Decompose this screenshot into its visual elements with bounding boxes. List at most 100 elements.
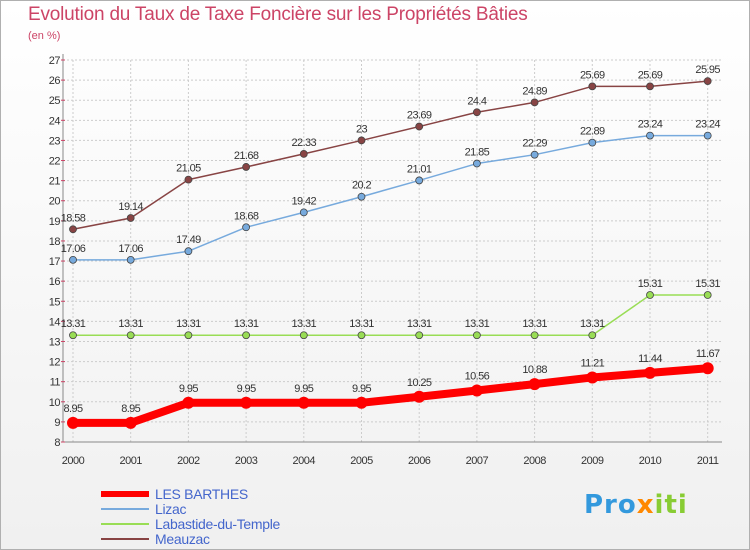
data-point-labastide-du-temple xyxy=(242,331,251,340)
y-tick-label: 13 xyxy=(49,336,61,348)
y-tick-label: 22 xyxy=(49,156,61,168)
y-tick-label: 15 xyxy=(49,296,61,308)
legend-swatch-labastide-du-temple xyxy=(101,522,149,525)
data-point-meauzac xyxy=(126,214,135,222)
proxiti-logo: Proxiti xyxy=(584,490,688,520)
data-label-labastide-du-temple: 13.31 xyxy=(234,318,259,330)
data-label-labastide-du-temple: 13.31 xyxy=(522,318,547,330)
data-point-meauzac xyxy=(242,163,251,171)
legend-item-les-barthes: LES BARTHES xyxy=(101,486,280,502)
data-point-les-barthes xyxy=(528,378,541,391)
data-point-labastide-du-temple xyxy=(415,331,424,340)
data-point-les-barthes xyxy=(67,416,79,429)
data-point-meauzac xyxy=(472,108,481,117)
y-tick-label: 20 xyxy=(49,196,61,208)
x-tick-label: 2009 xyxy=(581,455,604,467)
y-tick-label: 11 xyxy=(50,377,61,389)
y-tick-label: 10 xyxy=(49,397,61,409)
data-point-meauzac xyxy=(415,122,424,131)
y-tick-label: 27 xyxy=(49,55,61,67)
legend-item-labastide-du-temple: Labastide-du-Temple xyxy=(101,515,281,532)
data-label-labastide-du-temple: 13.31 xyxy=(118,318,143,330)
data-point-labastide-du-temple xyxy=(472,331,481,340)
data-label-lizac: 18.68 xyxy=(234,210,259,222)
data-point-labastide-du-temple xyxy=(357,331,366,340)
y-tick-label: 16 xyxy=(49,276,61,288)
data-label-les-barthes: 10.56 xyxy=(465,371,490,383)
data-label-les-barthes: 9.95 xyxy=(237,383,256,395)
data-label-meauzac: 23.69 xyxy=(407,110,432,122)
data-point-les-barthes xyxy=(124,416,137,429)
data-point-les-barthes xyxy=(413,390,426,403)
x-tick-label: 2000 xyxy=(62,455,85,467)
unit-label: (en %) xyxy=(28,30,61,42)
data-point-labastide-du-temple xyxy=(530,331,539,340)
legend-label-lizac: Lizac xyxy=(155,500,187,517)
data-point-lizac xyxy=(646,131,654,140)
x-tick-label: 2001 xyxy=(119,455,142,467)
data-label-meauzac: 25.69 xyxy=(638,69,663,81)
legend-label-labastide-du-temple: Labastide-du-Temple xyxy=(155,515,281,532)
series-line-labastide-du-temple xyxy=(72,294,709,336)
data-point-les-barthes xyxy=(586,371,599,384)
data-point-lizac xyxy=(299,208,308,217)
data-point-lizac xyxy=(472,159,481,168)
data-point-lizac xyxy=(357,192,366,201)
y-tick-label: 21 xyxy=(49,176,61,188)
data-label-meauzac: 19.14 xyxy=(118,201,143,213)
data-point-labastide-du-temple xyxy=(126,331,135,340)
data-label-les-barthes: 10.25 xyxy=(407,377,432,389)
data-label-meauzac: 25.69 xyxy=(580,69,605,81)
x-tick-label: 2004 xyxy=(293,455,316,467)
data-point-meauzac xyxy=(588,82,597,91)
chart-title: Evolution du Taux de Taxe Foncière sur l… xyxy=(28,4,528,25)
data-point-labastide-du-temple xyxy=(588,331,597,340)
data-point-labastide-du-temple xyxy=(703,291,712,299)
legend-item-lizac: Lizac xyxy=(101,500,280,517)
data-point-les-barthes xyxy=(297,396,310,409)
x-tick-label: 2005 xyxy=(350,455,373,467)
data-label-lizac: 17.06 xyxy=(118,243,143,255)
data-label-meauzac: 23 xyxy=(356,123,368,135)
data-label-meauzac: 24.4 xyxy=(467,95,486,107)
y-tick-label: 12 xyxy=(49,357,61,369)
legend-swatch-lizac xyxy=(101,507,149,510)
legend-swatch-les-barthes xyxy=(101,490,149,497)
data-label-les-barthes: 10.88 xyxy=(522,364,547,376)
data-point-labastide-du-temple xyxy=(184,331,193,340)
data-label-lizac: 20.2 xyxy=(352,180,371,192)
x-tick-label: 2011 xyxy=(697,455,719,467)
data-point-meauzac xyxy=(703,77,712,86)
data-point-lizac xyxy=(703,131,712,140)
logo-part-pro: Pro xyxy=(584,490,637,520)
x-tick-label: 2003 xyxy=(235,455,258,467)
legend: LES BARTHES Lizac Labastide-du-Temple Me… xyxy=(101,486,281,547)
data-label-labastide-du-temple: 13.31 xyxy=(292,318,317,330)
data-point-lizac xyxy=(588,138,597,147)
data-label-les-barthes: 8.95 xyxy=(121,403,140,415)
legend-swatch-meauzac xyxy=(101,537,149,540)
data-point-les-barthes xyxy=(182,396,195,409)
data-point-lizac xyxy=(530,150,539,159)
data-point-labastide-du-temple xyxy=(646,291,654,299)
data-point-lizac xyxy=(184,247,193,256)
data-label-labastide-du-temple: 13.31 xyxy=(407,318,432,330)
data-label-labastide-du-temple: 13.31 xyxy=(61,318,86,330)
series-line-lizac xyxy=(72,134,709,261)
y-tick-label: 19 xyxy=(49,216,61,228)
data-label-labastide-du-temple: 13.31 xyxy=(176,318,201,330)
data-point-lizac xyxy=(126,255,135,264)
y-tick-label: 8 xyxy=(54,437,60,449)
data-label-lizac: 19.42 xyxy=(292,195,317,207)
data-label-les-barthes: 11.21 xyxy=(580,357,604,369)
x-tick-label: 2006 xyxy=(408,455,431,467)
data-point-meauzac xyxy=(530,98,539,107)
data-label-meauzac: 22.33 xyxy=(292,137,317,149)
data-point-meauzac xyxy=(357,136,366,145)
data-label-lizac: 17.06 xyxy=(61,243,86,255)
logo-part-x: x xyxy=(636,490,655,520)
data-label-les-barthes: 9.95 xyxy=(352,383,371,395)
data-label-meauzac: 21.05 xyxy=(176,163,201,175)
